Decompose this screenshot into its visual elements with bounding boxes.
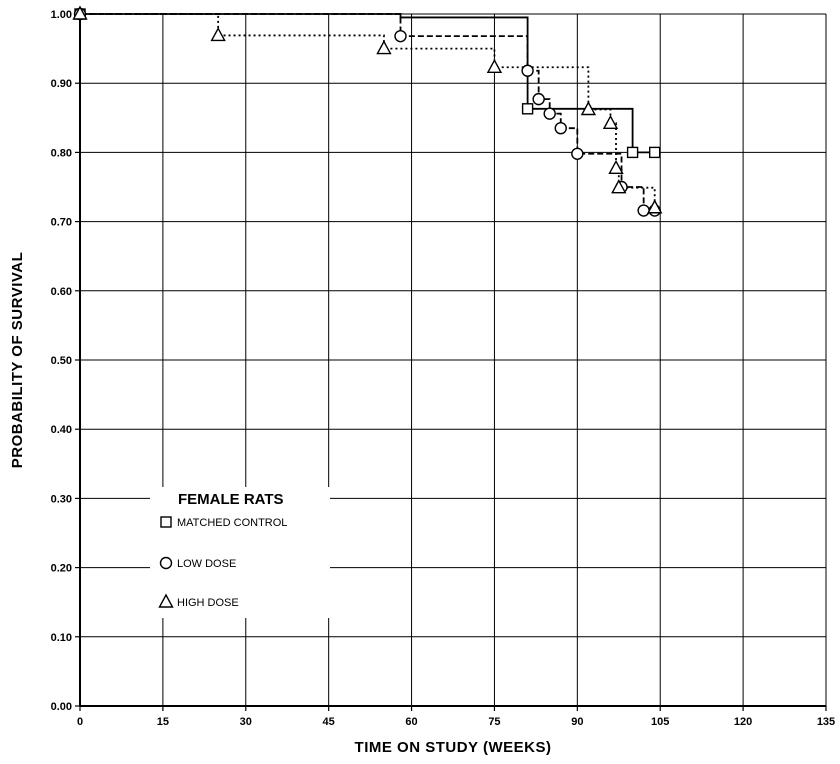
series-line-triangle bbox=[80, 13, 656, 208]
x-tick-label: 90 bbox=[571, 716, 583, 728]
data-point-circle bbox=[521, 64, 534, 77]
legend-label: HIGH DOSE bbox=[177, 597, 239, 609]
data-point-circle bbox=[394, 29, 407, 43]
x-tick-label: 60 bbox=[405, 716, 417, 728]
legend-marker-circle bbox=[159, 556, 173, 570]
data-point-circle bbox=[571, 147, 584, 160]
x-axis-title: TIME ON STUDY (WEEKS) bbox=[355, 739, 552, 756]
data-point-circle bbox=[637, 204, 650, 217]
data-point-triangle bbox=[611, 179, 627, 194]
series-line-circle bbox=[80, 13, 655, 212]
y-tick-label: 0.40 bbox=[51, 424, 72, 436]
x-tick-label: 0 bbox=[77, 716, 83, 728]
legend-title: FEMALE RATS bbox=[178, 491, 284, 508]
data-point-triangle bbox=[210, 26, 226, 42]
axes: 0 15 30 45 60 75 90 105 120 135 0.00 0.10 0.20 0.30 0.… bbox=[51, 9, 836, 728]
legend-label: LOW DOSE bbox=[177, 558, 236, 570]
y-tick-label: 0.30 bbox=[51, 493, 72, 505]
x-tick-label: 75 bbox=[488, 716, 500, 728]
y-tick-label: 0.20 bbox=[51, 563, 72, 575]
data-point-triangle bbox=[72, 5, 88, 20]
x-tick-label: 135 bbox=[817, 716, 835, 728]
data-point-square bbox=[648, 146, 661, 159]
x-tick-label: 30 bbox=[240, 716, 252, 728]
data-point-circle bbox=[543, 107, 556, 120]
y-tick-label: 0.80 bbox=[51, 147, 72, 159]
data-point-triangle bbox=[647, 199, 663, 214]
y-tick-label: 0.70 bbox=[51, 217, 72, 229]
y-tick-label: 0.50 bbox=[51, 355, 72, 367]
legend-background bbox=[150, 487, 330, 618]
data-point-triangle bbox=[602, 114, 619, 130]
y-tick-label: 0.10 bbox=[51, 632, 72, 644]
x-tick-label: 120 bbox=[734, 716, 752, 728]
data-point-triangle bbox=[486, 58, 503, 73]
legend-marker-triangle bbox=[158, 593, 174, 608]
series-markers bbox=[72, 5, 663, 217]
y-tick-label: 0.00 bbox=[51, 701, 72, 713]
x-tick-label: 105 bbox=[651, 716, 669, 728]
y-tick-label: 0.90 bbox=[51, 78, 72, 90]
data-point-square bbox=[626, 146, 639, 159]
series-lines bbox=[80, 13, 656, 212]
y-tick-label: 1.00 bbox=[51, 9, 72, 21]
x-tick-label: 45 bbox=[323, 716, 335, 728]
data-point-square bbox=[521, 103, 534, 115]
x-tick-label: 15 bbox=[157, 716, 169, 728]
legend-marker-square bbox=[160, 516, 172, 528]
data-point-triangle bbox=[608, 159, 624, 175]
legend: FEMALE RATS MATCHED CONTROL LOW DOSE HIGH … bbox=[150, 487, 330, 618]
data-point-triangle bbox=[376, 40, 392, 55]
data-point-circle bbox=[532, 92, 545, 106]
data-point-triangle bbox=[580, 101, 597, 116]
y-tick-label: 0.60 bbox=[51, 286, 72, 298]
legend-label: MATCHED CONTROL bbox=[177, 517, 287, 529]
y-axis-title: PROBABILITY OF SURVIVAL bbox=[9, 252, 26, 469]
data-point-circle bbox=[554, 121, 567, 135]
